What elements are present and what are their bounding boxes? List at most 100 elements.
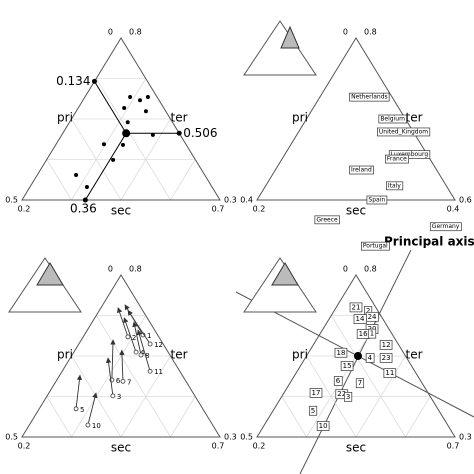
label-box — [388, 150, 431, 159]
tick-label: 0.2 — [18, 442, 31, 451]
data-point — [122, 105, 127, 110]
label-box — [429, 222, 462, 232]
point-label: 22 — [337, 390, 346, 398]
inset-region — [280, 25, 300, 49]
tick-label: 0.2 — [253, 205, 266, 214]
triangle-frame — [256, 274, 456, 438]
center-point — [353, 352, 362, 360]
arrow — [132, 321, 142, 356]
arrow-label: 8 — [145, 352, 149, 360]
tick-label: 0.8 — [364, 28, 377, 37]
ternary-panel: 0 0.80.40.20.60.4prisecterNetherlandsBelg… — [240, 20, 472, 251]
point-label: 10 — [319, 422, 328, 430]
data-point — [84, 185, 89, 190]
annotation: 0.36 — [70, 202, 97, 216]
guide-line — [94, 81, 127, 134]
data-point — [111, 157, 116, 162]
point-label: Spain — [368, 197, 385, 204]
arrow-label: 5 — [80, 406, 84, 414]
data-point — [145, 94, 150, 99]
label-box — [316, 421, 330, 431]
label-box — [366, 195, 388, 205]
annotation: 0.134 — [56, 74, 90, 88]
arrow-label: 4 — [140, 349, 145, 357]
axis-label: ter — [405, 111, 422, 125]
tick-label: 0.5 — [240, 433, 253, 442]
grid-line — [71, 78, 147, 201]
label-box — [385, 154, 409, 164]
grid-line — [120, 118, 171, 201]
axis-label: pri — [292, 111, 308, 125]
tick-label: 0.7 — [447, 442, 460, 451]
data-point — [74, 173, 79, 178]
tick-label: 0.8 — [129, 28, 142, 37]
point-label: 21 — [352, 303, 361, 311]
tick-label: 0.2 — [18, 205, 31, 214]
tick-label: 0.3 — [459, 433, 472, 442]
arrow-label: 12 — [154, 341, 163, 349]
label-box — [309, 388, 323, 398]
label-box — [333, 376, 343, 386]
data-point — [138, 98, 143, 103]
point-label: Germany — [432, 223, 460, 230]
label-box — [379, 340, 393, 350]
tick-label: 0.3 — [224, 433, 237, 442]
point-label: Ireland — [351, 167, 372, 174]
arrow-label: 2 — [132, 334, 136, 342]
point-label: 7 — [358, 379, 362, 387]
center-point — [122, 129, 131, 138]
grid-line — [405, 396, 431, 438]
tick-label: 0.7 — [212, 442, 225, 451]
tick-label: 0.2 — [253, 442, 266, 451]
tick-label: 0 — [108, 28, 113, 37]
label-box — [385, 181, 404, 191]
tick-label: 0.5 — [5, 433, 18, 442]
arrow-origin — [120, 378, 126, 384]
point-label: 15 — [343, 362, 352, 370]
tick-label: 0.4 — [447, 205, 460, 214]
arrow — [117, 307, 129, 338]
edge-point — [91, 78, 97, 84]
grid-line — [71, 118, 122, 201]
label-box — [353, 314, 367, 324]
edge-point — [82, 197, 88, 203]
point-label: 6 — [336, 377, 341, 385]
tick-label: 0.6 — [459, 196, 472, 205]
point-label: 14 — [355, 315, 364, 323]
point-label: 23 — [382, 354, 391, 362]
tick-label: 0.8 — [129, 265, 142, 274]
label-box — [383, 368, 397, 379]
ternary-panel: 00.80.50.20.30.7prisecter212241420161121… — [240, 257, 472, 455]
point-label: 12 — [382, 341, 391, 349]
axis-label: ter — [170, 111, 187, 125]
label-box — [355, 378, 365, 389]
grid-line — [170, 159, 196, 201]
point-label: Luxembourg — [391, 151, 429, 158]
tick-label: 0.3 — [224, 196, 237, 205]
arrow-label: 10 — [92, 422, 101, 430]
grid-line — [95, 315, 171, 438]
tick-label: 0 — [108, 265, 113, 274]
axis-label: pri — [57, 111, 73, 125]
arrow-origin — [147, 341, 153, 347]
data-point — [143, 109, 148, 114]
ternary-panel: 00.80.50.20.30.7prisecter12124811673510 — [5, 257, 237, 455]
label-box — [378, 114, 407, 124]
tick-label: 0.8 — [364, 265, 377, 274]
arrow-label: 3 — [117, 393, 121, 401]
point-label: France — [387, 156, 407, 163]
arrow-origin — [147, 368, 153, 374]
tick-label: 0 — [343, 265, 348, 274]
arrow-origin — [85, 422, 91, 428]
edge-point — [176, 130, 182, 136]
arrow-label: 11 — [154, 368, 163, 376]
label-box — [308, 405, 318, 416]
label-box — [349, 92, 390, 102]
label-box — [349, 165, 374, 175]
point-label: Greece — [316, 216, 338, 223]
point-label: 16 — [359, 330, 368, 338]
point-label: 5 — [311, 407, 315, 415]
arrow-label: 6 — [116, 377, 121, 385]
tick-label: 0.5 — [5, 196, 18, 205]
